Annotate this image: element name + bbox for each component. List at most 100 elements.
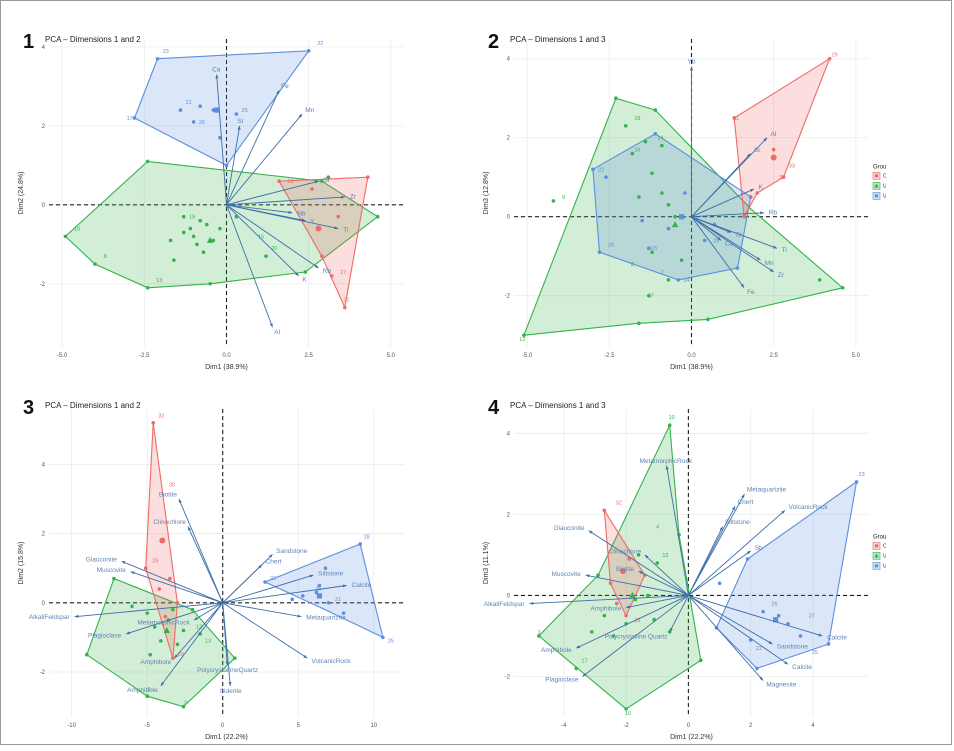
point-label-green: 13 (156, 278, 162, 284)
loading-label: Zr (350, 194, 357, 201)
loading-label: AlkaliFeldspar (29, 614, 71, 621)
x-tick-label: 0 (687, 723, 691, 729)
loading-arrow (691, 216, 774, 273)
x-tick-label: -5.0 (522, 353, 533, 359)
loading-arrow (178, 498, 224, 603)
loading-label: AlkaliFeldspar (484, 601, 526, 608)
loading-label: Sandstone (276, 548, 307, 555)
data-point-red (608, 581, 613, 586)
loading-arrow (174, 602, 224, 659)
loading-arrow (588, 530, 689, 596)
loading-arrow (529, 594, 689, 604)
loading-arrowhead (665, 465, 669, 470)
data-point-blue (786, 621, 790, 626)
y-axis-label: Dim2 (15.8%) (18, 542, 25, 585)
data-point-green (63, 234, 68, 239)
loading-arrowhead (763, 137, 768, 142)
data-point-green (551, 199, 556, 203)
y-tick-label: 4 (42, 45, 46, 51)
loading-label: Amphibole (127, 687, 158, 694)
point-label-blue: 17 (127, 116, 133, 122)
legend-label: Cinburk (883, 543, 886, 549)
data-point-red (366, 175, 370, 180)
y-axis-label: Dim2 (24.8%) (18, 172, 25, 215)
point-label-green: 13 (205, 638, 211, 644)
legend-marker-green (874, 183, 879, 188)
data-point-green (679, 258, 684, 262)
data-point-green (181, 214, 186, 219)
data-point-green (522, 333, 526, 337)
loading-arrow (222, 564, 263, 604)
panel-number-4: 4 (488, 397, 500, 419)
loading-arrow (691, 216, 722, 241)
loading-label: Magnesite (766, 681, 796, 688)
loading-arrow (226, 196, 345, 206)
point-label-green: 5 (148, 687, 151, 693)
loading-arrowhead (740, 283, 745, 288)
loading-label: Sr (736, 231, 743, 238)
loading-arrowhead (276, 90, 280, 95)
x-tick-label: 0.0 (222, 353, 231, 359)
data-point-blue (776, 613, 781, 618)
point-label-green: 10 (625, 711, 631, 717)
data-point-blue (748, 195, 753, 199)
loading-label: PolycrystallineQuartz (197, 667, 258, 674)
data-point-blue (604, 175, 608, 180)
point-label-green: 20 (271, 246, 277, 252)
point-label-green: 12 (519, 337, 525, 343)
data-point-green (646, 593, 650, 598)
point-label-blue: 25 (812, 650, 818, 656)
loading-label: Sandstone (777, 644, 808, 651)
loading-label: Si (754, 147, 760, 154)
loading-arrowhead (638, 571, 643, 575)
data-point-blue (224, 163, 229, 168)
loading-arrowhead (726, 229, 731, 233)
data-point-blue (745, 557, 750, 561)
data-point-green (630, 151, 635, 156)
pca-biplot-svg: -5.0 -2.5 0.0 2.5 5.0-2024129187178141622262… (483, 39, 922, 371)
loading-arrowhead (768, 640, 773, 645)
loading-arrow (691, 188, 755, 218)
loading-arrowhead (585, 574, 590, 578)
data-point-red (310, 187, 314, 191)
data-point-blue (597, 250, 602, 255)
loading-label: Nb (297, 210, 306, 217)
x-tick-label: 5 (297, 723, 301, 729)
loading-arrowhead (719, 526, 723, 531)
y-tick-label: -2 (40, 670, 46, 676)
loading-arrowhead (303, 654, 308, 659)
loading-arrowhead (74, 614, 79, 618)
loading-arrowhead (747, 153, 751, 158)
data-point-green (817, 278, 822, 282)
loading-arrow (121, 560, 223, 604)
loading-arrowhead (529, 601, 534, 605)
loading-label: Siderite (220, 688, 242, 695)
plot-area (514, 409, 869, 717)
loading-label: Yb (688, 59, 696, 66)
data-point-green (191, 234, 196, 239)
data-point-blue (290, 597, 295, 602)
loading-arrow (160, 602, 224, 687)
legend-label: Cinburk (883, 173, 886, 179)
point-label-blue: 23 (651, 246, 657, 252)
panel-number-1: 1 (23, 31, 35, 53)
centroid-blue (679, 214, 685, 220)
loading-arrowhead (314, 180, 319, 184)
loading-arrowhead (732, 506, 736, 511)
data-point-green (706, 317, 710, 322)
loading-arrowhead (760, 211, 764, 215)
data-point-blue (683, 191, 687, 195)
point-label-green: 14 (657, 136, 663, 142)
legend-marker-blue (875, 194, 878, 198)
data-point-green (172, 258, 176, 262)
data-point-red (175, 600, 180, 605)
loading-label: Chert (266, 558, 282, 565)
loading-arrow (226, 204, 300, 277)
loading-arrowhead (187, 526, 191, 531)
point-label-green: 8 (104, 254, 107, 260)
data-point-green (624, 707, 628, 711)
loading-arrowhead (309, 574, 314, 578)
data-point-green (181, 704, 186, 709)
loading-arrow (222, 602, 308, 659)
